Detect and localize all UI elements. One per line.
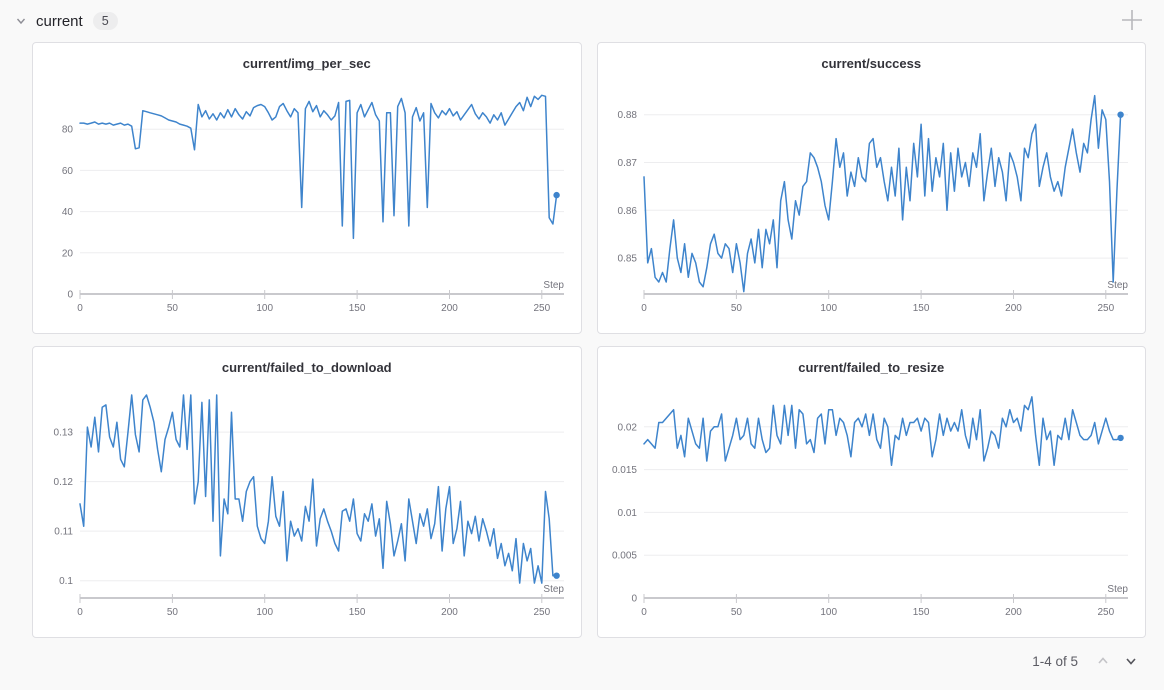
svg-text:Step: Step — [543, 280, 564, 291]
svg-text:100: 100 — [821, 303, 838, 314]
svg-text:Step: Step — [543, 584, 564, 595]
svg-text:0.1: 0.1 — [59, 576, 73, 587]
pagination-next-button[interactable] — [1120, 650, 1142, 672]
chart-canvas-failed-to-download[interactable]: 0.1 0.11 0.12 0.13 0 50 100 150 200 250 Step — [34, 380, 580, 635]
svg-text:80: 80 — [62, 125, 74, 136]
svg-text:200: 200 — [441, 607, 458, 618]
svg-text:0: 0 — [77, 607, 83, 618]
section-count-badge: 5 — [92, 12, 118, 30]
svg-text:0: 0 — [67, 290, 73, 301]
svg-text:250: 250 — [533, 303, 550, 314]
chart-title: current/img_per_sec — [242, 56, 371, 71]
svg-text:150: 150 — [349, 607, 366, 618]
svg-text:0: 0 — [641, 607, 647, 618]
svg-text:60: 60 — [62, 166, 74, 177]
svg-text:40: 40 — [62, 207, 74, 218]
chart-title: current/success — [821, 56, 922, 71]
pagination: 1-4 of 5 — [0, 650, 1142, 672]
svg-text:50: 50 — [731, 607, 743, 618]
panel-grid: current/img_per_sec 0 20 40 60 80 0 50 100 150 20… — [32, 42, 1146, 638]
svg-text:0.005: 0.005 — [612, 551, 637, 562]
svg-text:250: 250 — [1098, 303, 1115, 314]
chart-canvas-success[interactable]: 0.85 0.86 0.87 0.88 0 50 100 150 200 250 Step — [598, 76, 1144, 331]
svg-text:150: 150 — [349, 303, 366, 314]
chart-panel-failed-to-resize[interactable]: current/failed_to_resize 0 0.005 0.01 0.015… — [596, 346, 1146, 638]
svg-text:100: 100 — [256, 607, 273, 618]
svg-text:100: 100 — [256, 303, 273, 314]
svg-text:0.01: 0.01 — [618, 508, 638, 519]
chart-panel-img-per-sec[interactable]: current/img_per_sec 0 20 40 60 80 0 50 100 150 20… — [32, 42, 582, 334]
svg-text:0.87: 0.87 — [618, 158, 638, 169]
svg-text:0: 0 — [77, 303, 83, 314]
chart-title: current/failed_to_resize — [798, 360, 945, 375]
svg-text:200: 200 — [1005, 303, 1022, 314]
svg-text:0: 0 — [641, 303, 647, 314]
svg-text:0.88: 0.88 — [618, 110, 638, 121]
plus-icon — [1122, 10, 1142, 30]
svg-text:0.12: 0.12 — [53, 477, 73, 488]
chart-canvas-img-per-sec[interactable]: 0 20 40 60 80 0 50 100 150 200 250 Step — [34, 76, 580, 331]
svg-text:0.13: 0.13 — [53, 428, 73, 439]
svg-text:150: 150 — [913, 607, 930, 618]
section-title: current — [36, 12, 83, 30]
svg-text:0.02: 0.02 — [618, 422, 638, 433]
svg-text:0.86: 0.86 — [618, 206, 638, 217]
svg-text:150: 150 — [913, 303, 930, 314]
svg-text:20: 20 — [62, 248, 74, 259]
svg-text:0.11: 0.11 — [54, 527, 73, 538]
svg-text:200: 200 — [441, 303, 458, 314]
svg-text:Step: Step — [1108, 584, 1129, 595]
svg-text:0: 0 — [632, 594, 638, 605]
svg-text:50: 50 — [167, 303, 179, 314]
chart-panel-failed-to-download[interactable]: current/failed_to_download 0.1 0.11 0.12 0.… — [32, 346, 582, 638]
chart-canvas-failed-to-resize[interactable]: 0 0.005 0.01 0.015 0.02 0 50 100 150 200 250 Step — [598, 380, 1144, 635]
add-panel-button[interactable] — [1116, 4, 1148, 36]
svg-text:0.85: 0.85 — [618, 254, 638, 265]
svg-text:200: 200 — [1005, 607, 1022, 618]
section-collapse-toggle[interactable]: current — [14, 13, 83, 30]
chevron-up-icon — [1098, 657, 1108, 664]
pagination-prev-button[interactable] — [1092, 650, 1114, 672]
section-header: current 5 — [0, 0, 1164, 42]
chevron-down-icon — [1126, 658, 1136, 665]
svg-text:0.015: 0.015 — [612, 465, 637, 476]
svg-text:100: 100 — [821, 607, 838, 618]
svg-text:250: 250 — [1098, 607, 1115, 618]
svg-text:50: 50 — [167, 607, 179, 618]
chart-panel-success[interactable]: current/success 0.85 0.86 0.87 0.88 0 50 100 15… — [596, 42, 1146, 334]
pagination-label: 1-4 of 5 — [1032, 653, 1078, 669]
svg-text:50: 50 — [731, 303, 743, 314]
chart-title: current/failed_to_download — [221, 360, 392, 375]
svg-text:250: 250 — [533, 607, 550, 618]
chevron-down-icon — [16, 18, 26, 25]
svg-text:Step: Step — [1108, 280, 1129, 291]
